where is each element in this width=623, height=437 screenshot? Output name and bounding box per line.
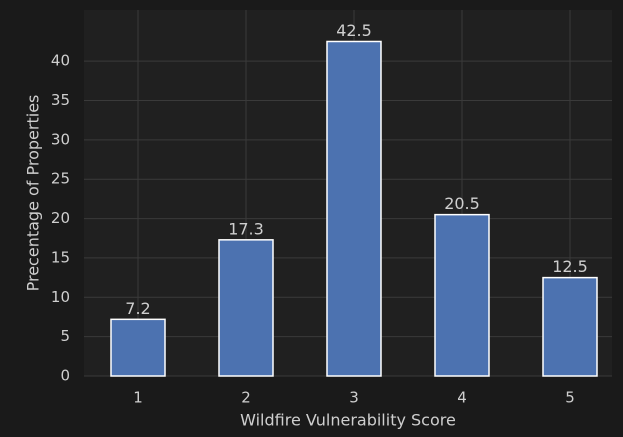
y-tick-label: 15 <box>51 248 70 266</box>
value-label: 17.3 <box>228 219 264 238</box>
bar <box>326 40 382 377</box>
x-tick-label: 3 <box>349 389 359 407</box>
y-tick-label: 30 <box>51 130 70 148</box>
bar <box>218 239 274 377</box>
x-axis-label: Wildfire Vulnerability Score <box>240 411 456 430</box>
bar <box>434 213 490 377</box>
y-tick-label: 20 <box>51 209 70 227</box>
bar <box>110 318 166 377</box>
value-label: 12.5 <box>552 257 588 276</box>
value-label: 42.5 <box>336 21 372 40</box>
y-tick-label: 25 <box>51 170 70 188</box>
y-axis-label: Precentage of Properties <box>24 95 43 292</box>
y-tick-label: 10 <box>51 288 70 306</box>
y-tick-label: 0 <box>60 367 70 385</box>
x-tick-label: 2 <box>241 389 251 407</box>
y-tick-label: 5 <box>60 327 70 345</box>
x-tick-label: 4 <box>457 389 467 407</box>
x-tick-label: 1 <box>133 389 143 407</box>
value-label: 20.5 <box>444 194 480 213</box>
y-tick-label: 35 <box>51 91 70 109</box>
value-label: 7.2 <box>125 299 150 318</box>
y-tick-label: 40 <box>51 52 70 70</box>
bar <box>542 276 598 377</box>
x-tick-label: 5 <box>565 389 575 407</box>
